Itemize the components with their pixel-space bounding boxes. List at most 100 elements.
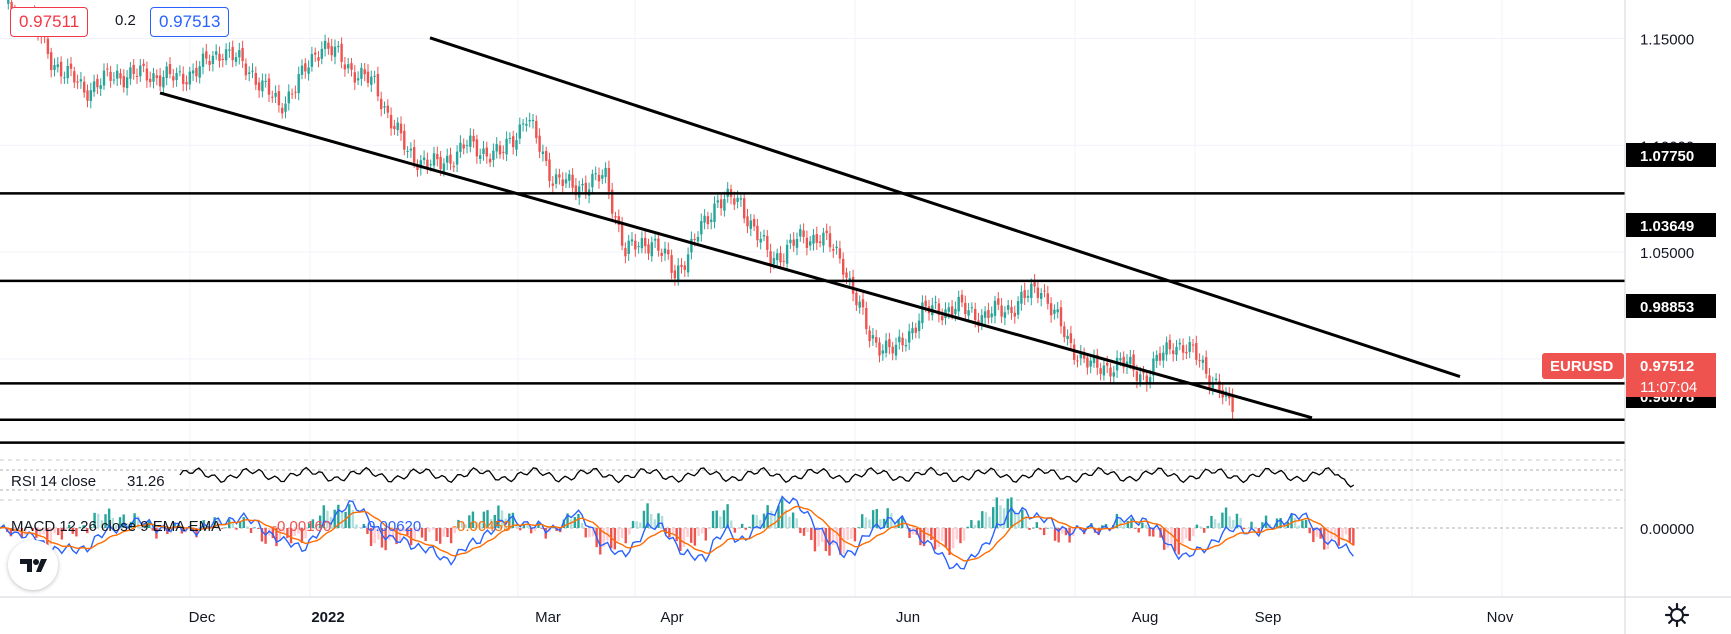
- macd-pane: [0, 495, 1625, 570]
- candle-body: [261, 80, 264, 92]
- candle-body: [366, 71, 370, 83]
- candle-body: [1125, 361, 1129, 367]
- candle-body: [525, 123, 528, 126]
- candle-body: [168, 64, 172, 75]
- horizontal-levels: [0, 192, 1625, 444]
- candle-body: [89, 90, 92, 102]
- time-axis[interactable]: Dec 2022 Mar Apr Jun Aug Sep Nov: [189, 609, 1514, 626]
- candle-body: [809, 241, 812, 246]
- candle-body: [983, 311, 987, 318]
- candle-body: [432, 153, 436, 166]
- candle-body: [538, 135, 541, 152]
- candle-body: [1218, 381, 1221, 392]
- candle-body: [1016, 301, 1020, 315]
- candle-body: [1106, 362, 1109, 366]
- candle-body: [828, 233, 832, 248]
- candle-body: [710, 219, 713, 222]
- candle-body: [122, 76, 125, 88]
- candle-body: [858, 301, 861, 308]
- candle-body: [1135, 371, 1139, 381]
- candle-body: [941, 315, 944, 321]
- candle-body: [825, 230, 828, 234]
- trendline: [159, 91, 1313, 420]
- candle-body: [1158, 353, 1162, 361]
- tradingview-logo-icon[interactable]: [8, 540, 58, 590]
- candle-body: [446, 155, 449, 163]
- candle-body: [172, 76, 175, 81]
- rsi-line: [179, 466, 1355, 488]
- candle-body: [531, 119, 535, 122]
- candle-body: [1069, 333, 1073, 344]
- candle-body: [1053, 309, 1056, 314]
- candle-body: [878, 342, 881, 356]
- candle-body: [535, 120, 538, 139]
- signal-line: [0, 505, 1354, 562]
- candle-body: [1188, 342, 1191, 352]
- candle-body: [221, 58, 224, 60]
- candle-body: [158, 75, 162, 87]
- candle-body: [752, 219, 756, 227]
- candle-body: [1228, 393, 1231, 399]
- candle-body: [211, 55, 215, 65]
- candle-body: [284, 103, 287, 112]
- candle-body: [274, 92, 277, 97]
- candle-body: [637, 246, 640, 248]
- candle-body: [571, 174, 574, 188]
- candle-body: [541, 151, 545, 155]
- candle-body: [188, 71, 191, 85]
- candle-body: [716, 200, 719, 203]
- candle-body: [957, 296, 960, 312]
- candle-body: [205, 51, 208, 59]
- macd-signal-value: -0.00459: [452, 518, 511, 535]
- candle-body: [908, 331, 911, 343]
- candle-body: [653, 238, 657, 241]
- candle-body: [294, 91, 297, 93]
- candle-body: [578, 186, 581, 198]
- candle-body: [1122, 356, 1125, 368]
- candle-body: [360, 67, 363, 79]
- candle-body: [462, 144, 465, 149]
- symbol-name: EURUSD: [1550, 358, 1614, 375]
- candle-body: [228, 49, 231, 51]
- candle-body: [310, 53, 314, 67]
- candle-body: [498, 145, 502, 155]
- candle-body: [1099, 368, 1102, 374]
- candle-body: [1056, 309, 1059, 313]
- candle-body: [1168, 339, 1172, 350]
- candle-body: [746, 216, 749, 227]
- candle-body: [389, 114, 393, 129]
- candle-body: [502, 151, 505, 153]
- candle-body: [1175, 346, 1178, 355]
- candle-body: [155, 75, 158, 78]
- candle-body: [73, 71, 76, 83]
- candle-body: [449, 154, 452, 164]
- candle-body: [845, 272, 848, 278]
- macd-histogram: [0, 497, 1355, 556]
- candle-body: [911, 328, 914, 334]
- time-tick-label: Nov: [1487, 609, 1514, 626]
- candle-body: [947, 307, 950, 312]
- candle-body: [670, 255, 673, 273]
- candle-body: [842, 258, 845, 275]
- candle-body: [508, 138, 512, 140]
- candle-body: [314, 52, 317, 55]
- trendline: [429, 36, 1461, 379]
- buy-quote-button[interactable]: 0.97513: [150, 7, 230, 37]
- candle-body: [264, 80, 267, 82]
- candle-body: [152, 73, 155, 82]
- candle-body: [1092, 357, 1096, 363]
- candle-body: [195, 67, 198, 77]
- candle-body: [327, 42, 330, 49]
- candle-body: [818, 241, 822, 243]
- candle-body: [604, 167, 607, 177]
- candle-body: [512, 136, 515, 148]
- candle-body: [469, 135, 472, 147]
- sell-quote-button[interactable]: 0.97511: [10, 7, 89, 37]
- gear-icon[interactable]: [1664, 602, 1690, 628]
- candle-body: [475, 139, 479, 157]
- candle-body: [756, 225, 759, 241]
- candle-body: [769, 251, 772, 267]
- candle-body: [386, 105, 389, 113]
- candle-body: [518, 124, 521, 139]
